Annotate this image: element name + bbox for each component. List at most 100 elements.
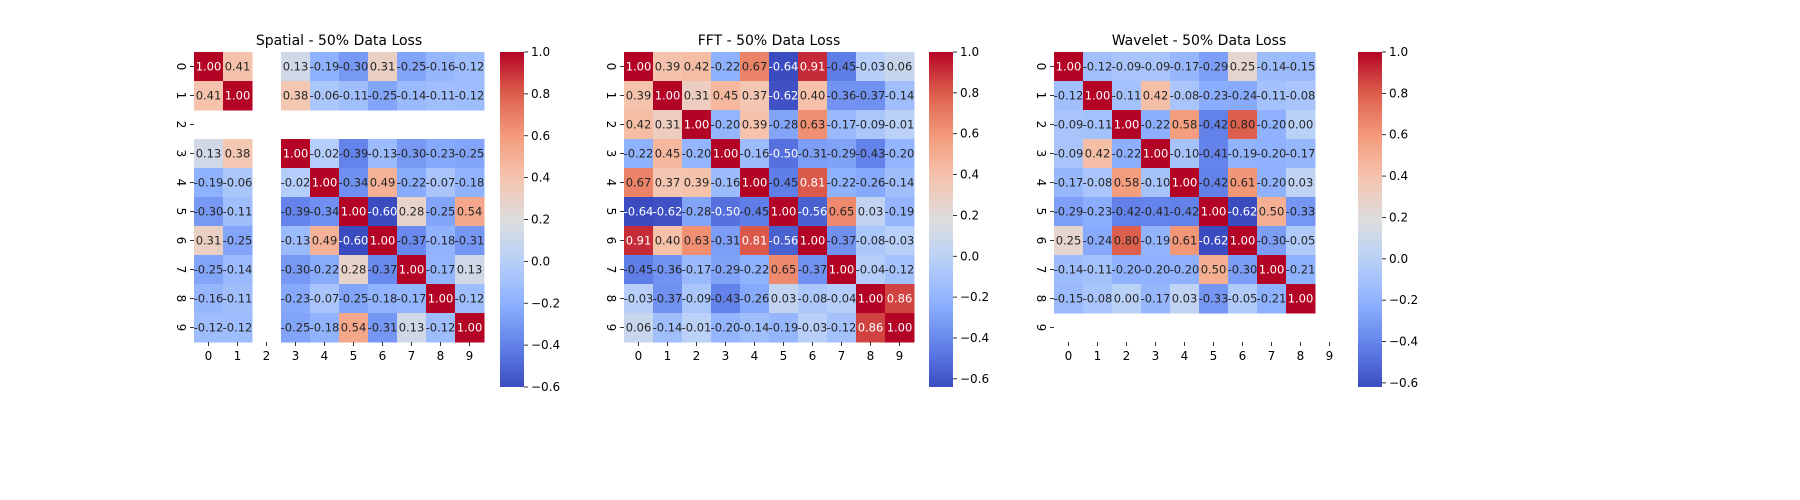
cell-value-label: -0.22: [711, 60, 741, 74]
cell-value-label: -0.11: [1257, 89, 1287, 103]
cell-value-label: -0.23: [1199, 89, 1229, 103]
cell-value-label: -0.17: [1141, 292, 1171, 306]
cell-value-label: 0.28: [399, 205, 425, 219]
heatmap-cell: [1286, 226, 1316, 256]
heatmap-cell: [1228, 226, 1258, 256]
colorbar-tick-label: 0.6: [1389, 128, 1408, 142]
cell-value-label: -0.17: [426, 263, 456, 277]
heatmap-cell: [281, 81, 311, 111]
x-tick-label: 9: [466, 349, 474, 363]
heatmap-cell: [711, 168, 741, 198]
cell-value-label: -0.62: [653, 205, 683, 219]
y-tick-label: 3: [174, 150, 188, 158]
heatmap-cell: [281, 284, 311, 314]
cell-value-label: 1.00: [428, 292, 454, 306]
cell-value-label: -0.45: [769, 176, 799, 190]
heatmap-cell: [856, 255, 886, 285]
x-tick-label: 4: [751, 349, 759, 363]
y-tick-label: 4: [174, 179, 188, 187]
heatmap-cell: [827, 139, 857, 169]
cell-value-label: 0.38: [225, 147, 251, 161]
heatmap-cell: [339, 255, 369, 285]
heatmap-cell: [281, 255, 311, 285]
heatmap-cell: [1170, 168, 1200, 198]
heatmap-cell: [339, 313, 369, 343]
cell-value-label: -0.22: [310, 263, 340, 277]
cell-value-label: 0.61: [1230, 176, 1256, 190]
cell-value-label: 1.00: [370, 234, 396, 248]
cell-value-label: -0.12: [426, 321, 456, 335]
cell-value-label: 0.42: [1143, 89, 1169, 103]
cell-value-label: -0.11: [339, 89, 369, 103]
heatmap-cell: [769, 81, 799, 111]
heatmap-cell: [310, 313, 340, 343]
heatmap-cell: [769, 313, 799, 343]
x-tick-label: 6: [1239, 349, 1247, 363]
cell-value-label: -0.16: [740, 147, 770, 161]
cell-value-label: -0.20: [711, 118, 741, 132]
cell-value-label: -0.14: [653, 321, 683, 335]
cell-value-label: 1.00: [196, 60, 222, 74]
heatmap-cell: [1199, 139, 1229, 169]
heatmap-cell: [769, 110, 799, 140]
heatmap-cell: [339, 81, 369, 111]
heatmap-cell: [281, 226, 311, 256]
heatmap-cell: [798, 110, 828, 140]
heatmap-cell: [281, 139, 311, 169]
cell-value-label: -0.29: [711, 263, 741, 277]
cell-value-label: -0.37: [653, 292, 683, 306]
heatmap-cell: [885, 52, 915, 82]
cell-value-label: -0.12: [1054, 89, 1084, 103]
colorbar-tick-label: −0.4: [531, 338, 560, 352]
cell-value-label: 0.13: [283, 60, 309, 74]
heatmap-cell: [682, 52, 712, 82]
cell-value-label: -0.37: [368, 263, 398, 277]
heatmap-cell: [798, 313, 828, 343]
colorbar-tick-label: 0.6: [960, 127, 979, 141]
cell-value-label: 0.65: [771, 263, 797, 277]
cell-value-label: -0.23: [1083, 205, 1113, 219]
heatmap-cell: [1257, 284, 1287, 314]
heatmap-cell: [711, 139, 741, 169]
y-tick-label: 6: [174, 237, 188, 245]
cell-value-label: 1.00: [742, 176, 768, 190]
heatmap-cell: [310, 284, 340, 314]
heatmap-cell: [1141, 255, 1171, 285]
heatmap-cell: [426, 168, 456, 198]
colorbar-tick-label: −0.6: [960, 372, 989, 386]
colorbar-tick-label: 0.2: [960, 208, 979, 222]
cell-value-label: -0.12: [223, 321, 253, 335]
heatmap-cell: [194, 168, 224, 198]
cell-value-label: -0.16: [194, 292, 224, 306]
heatmap-cell: [310, 139, 340, 169]
heatmap-cell: [798, 81, 828, 111]
cell-value-label: -0.24: [1228, 89, 1258, 103]
cell-value-label: -0.25: [281, 321, 311, 335]
heatmap-cell: [740, 110, 770, 140]
cell-value-label: -0.20: [885, 147, 915, 161]
heatmap-cell: [1170, 284, 1200, 314]
heatmap-cell: [194, 255, 224, 285]
heatmap-cell: [1257, 52, 1287, 82]
cell-value-label: -0.37: [397, 234, 427, 248]
cell-value-label: -0.26: [856, 176, 886, 190]
cell-value-label: -0.31: [368, 321, 398, 335]
heatmap-cell: [339, 52, 369, 82]
y-tick-label: 9: [174, 324, 188, 332]
heatmap-cell: [1083, 284, 1113, 314]
heatmap-cell: [653, 226, 683, 256]
heatmap-cell: [769, 168, 799, 198]
heatmap-cell: [397, 168, 427, 198]
cell-value-label: -0.14: [885, 89, 915, 103]
cell-value-label: -0.20: [1257, 176, 1287, 190]
heatmap-cell: [1286, 255, 1316, 285]
heatmap-cell: [885, 313, 915, 343]
fft-chart-title: FFT - 50% Data Loss: [698, 33, 841, 49]
heatmap-cell: [711, 226, 741, 256]
heatmap-cell: [310, 255, 340, 285]
heatmap-cell: [397, 284, 427, 314]
cell-value-label: -0.05: [1286, 234, 1316, 248]
cell-value-label: -0.23: [281, 292, 311, 306]
y-tick-label: 6: [604, 237, 618, 245]
